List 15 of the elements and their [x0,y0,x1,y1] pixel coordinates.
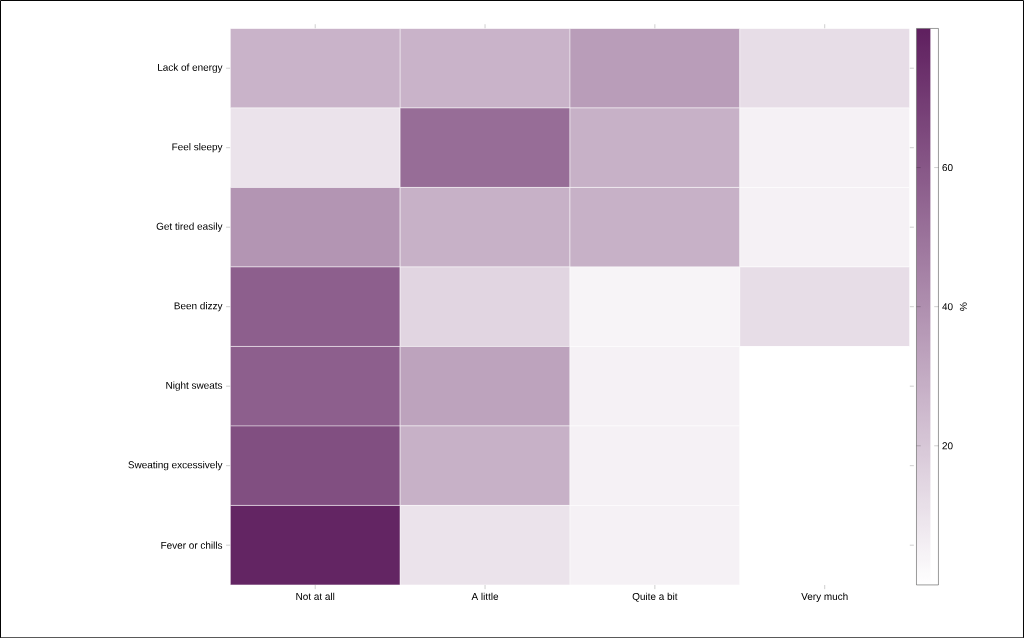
color-bar-label: 20 [942,442,953,450]
y-tick-label: Fever or chills [161,541,223,549]
color-bar-title: % [959,302,967,311]
color-bar-label: 40 [942,302,953,311]
y-tick-label: Been dizzy [174,301,223,312]
x-tick-label: Not at all [296,592,335,600]
y-tick-label: Night sweats [166,381,223,391]
x-tick-label: Quite a bit [632,592,678,602]
y-tick-label: Sweating excessively [128,460,223,471]
x-tick-label: Very much [801,592,848,602]
y-tick-label: Lack of energy [158,63,223,73]
y-tick-label: Get tired easily [156,222,223,232]
y-tick-label: Feel sleepy [172,142,223,153]
color-bar-label: 60 [942,163,953,171]
x-tick-label: A little [471,592,499,600]
